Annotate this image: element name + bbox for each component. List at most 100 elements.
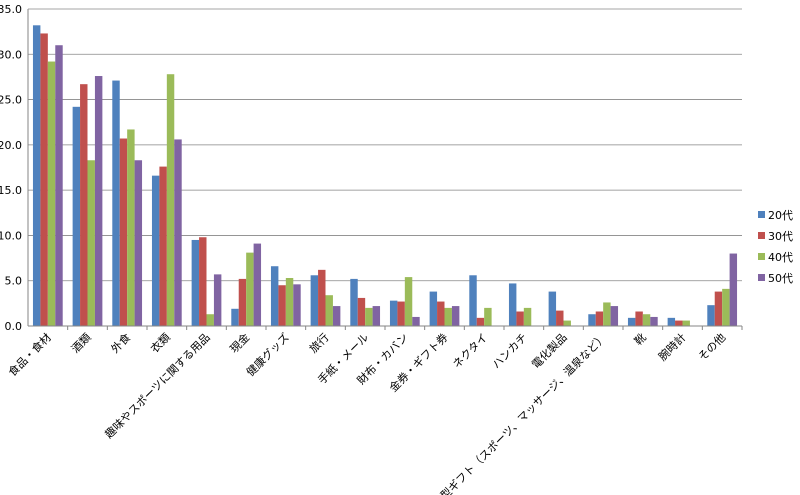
x-tick-label: その他 (696, 331, 729, 364)
legend-label: 50代 (768, 272, 793, 285)
bar (310, 275, 319, 326)
bar (112, 80, 120, 327)
bar (389, 300, 398, 326)
bar (174, 139, 182, 326)
bar (40, 33, 48, 326)
bar (610, 306, 619, 326)
bar (80, 84, 88, 326)
bar (94, 76, 103, 326)
x-tick-label: ハンカチ (490, 331, 530, 371)
bar (270, 266, 279, 326)
y-tick-label: 0.0 (5, 320, 23, 333)
bar (667, 317, 676, 326)
bar (199, 237, 207, 326)
bar (451, 306, 460, 326)
bar (325, 295, 333, 326)
bar (516, 311, 524, 326)
bar (707, 305, 715, 326)
bar (191, 239, 200, 326)
x-tick-label: 外食 (108, 330, 133, 355)
bar (206, 314, 214, 326)
bar (508, 283, 517, 326)
bar (332, 306, 341, 326)
legend-label: 40代 (768, 251, 793, 264)
bar (476, 317, 485, 326)
bar (523, 307, 532, 326)
y-tick-label: 10.0 (0, 229, 22, 242)
bar (548, 291, 557, 326)
bar (87, 160, 95, 326)
bar (412, 316, 420, 326)
bar (285, 277, 294, 326)
bar (437, 301, 445, 326)
bar (603, 302, 611, 326)
bar (397, 301, 405, 326)
bar (72, 106, 81, 327)
x-tick-label: ネクタイ (450, 331, 490, 371)
y-tick-label: 20.0 (0, 139, 22, 152)
bar (722, 288, 730, 326)
x-tick-label: 体験型ギフト（スポーツ、マッサージ、温泉など） (422, 330, 610, 495)
y-tick-label: 15.0 (0, 184, 22, 197)
bar (469, 275, 477, 326)
x-tick-label: 衣類 (147, 330, 172, 355)
bar (404, 277, 413, 326)
x-tick-label: 現金 (227, 330, 252, 355)
x-tick-label: 食品・食材 (5, 330, 54, 379)
legend-swatch (758, 274, 765, 281)
bar (253, 243, 262, 326)
bar (365, 307, 373, 326)
bar (278, 285, 286, 326)
x-tick-label: 電化製品 (529, 330, 570, 371)
bar (595, 311, 604, 326)
bar (47, 61, 56, 326)
bar (556, 310, 564, 326)
x-tick-label: 旅行 (306, 330, 331, 355)
bar (729, 253, 738, 326)
bar (650, 316, 658, 326)
bar (119, 138, 128, 326)
bar (127, 129, 135, 326)
bar (134, 160, 143, 326)
bar (350, 278, 358, 326)
bar (642, 314, 651, 326)
legend-swatch (758, 232, 765, 239)
x-tick-label: 酒類 (69, 331, 94, 356)
bar (151, 175, 160, 326)
bar (55, 45, 63, 326)
bar (238, 278, 247, 326)
x-tick-label: 健康グッズ (243, 330, 292, 379)
bar (484, 307, 492, 326)
legend-label: 20代 (768, 209, 793, 222)
legend-swatch (758, 253, 765, 260)
bar (159, 166, 167, 326)
x-tick-label: 腕時計 (655, 330, 688, 363)
bar (293, 284, 301, 326)
bar (429, 291, 438, 326)
bar (627, 317, 636, 326)
legend-swatch (758, 211, 765, 218)
x-tick-label: 靴 (631, 330, 649, 348)
bar (444, 307, 452, 326)
bar (588, 314, 596, 326)
bar (318, 269, 326, 326)
bar (563, 320, 571, 326)
y-tick-label: 35.0 (0, 3, 22, 16)
bar (213, 274, 222, 326)
y-tick-label: 30.0 (0, 48, 22, 61)
bar (357, 297, 366, 326)
bar (166, 74, 175, 326)
legend-label: 30代 (768, 230, 793, 243)
bar (32, 25, 41, 326)
bar (372, 306, 381, 326)
bar (231, 308, 239, 326)
y-tick-label: 25.0 (0, 94, 22, 107)
bar (246, 252, 254, 326)
bar (675, 320, 683, 326)
bar (682, 320, 690, 326)
bar (714, 291, 723, 326)
y-tick-label: 5.0 (5, 275, 23, 288)
bar (635, 311, 643, 326)
